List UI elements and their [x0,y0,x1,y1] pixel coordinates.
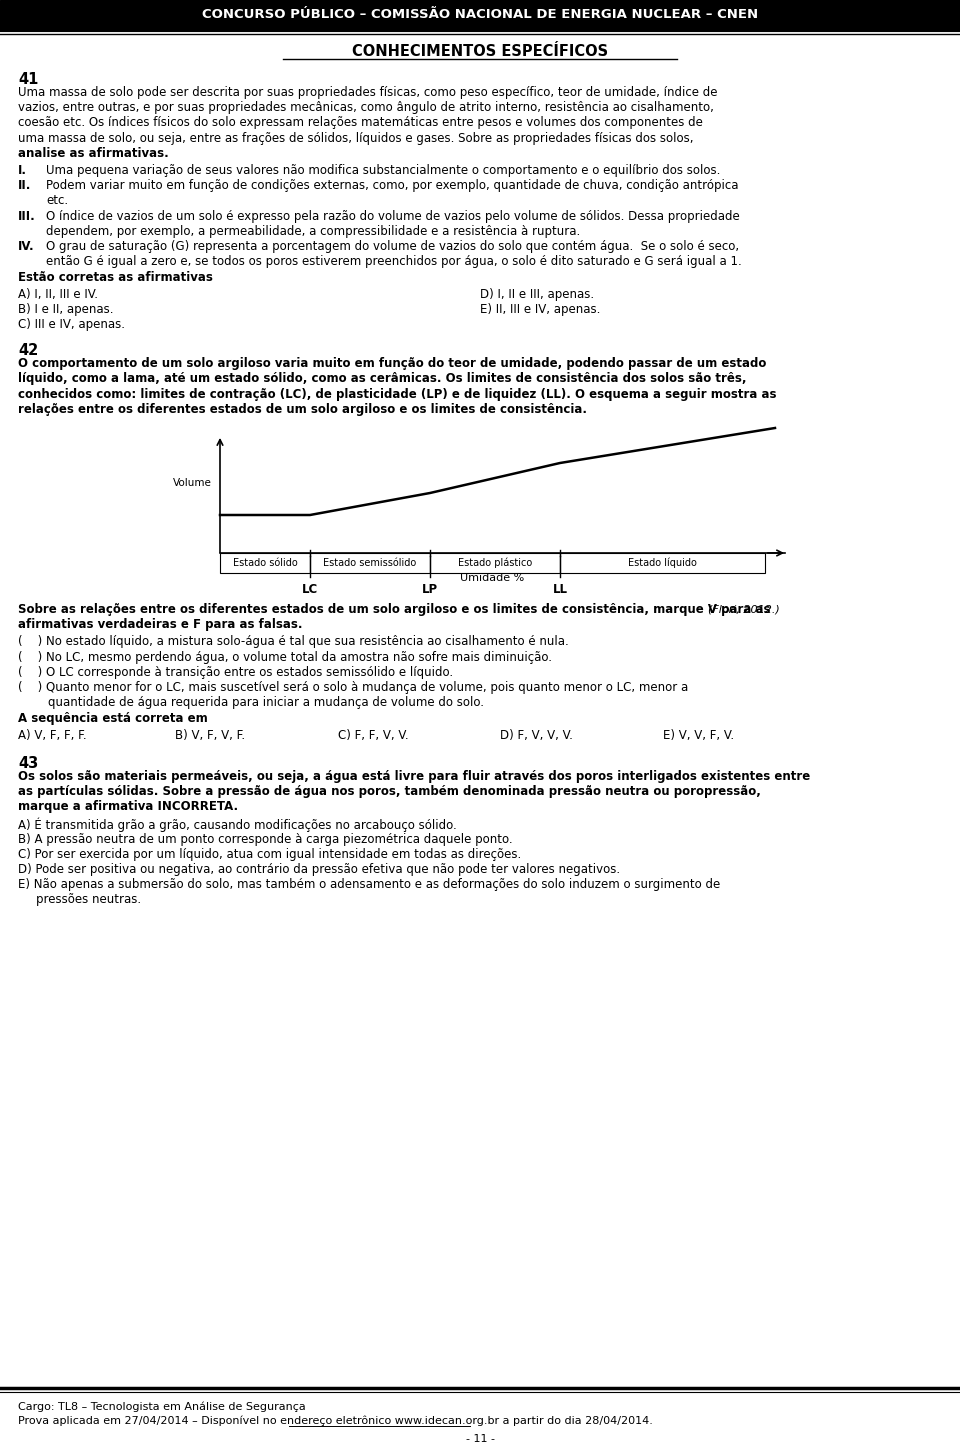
Text: 42: 42 [18,343,38,359]
Bar [430,553,560,573]
Text: analise as afirmativas.: analise as afirmativas. [18,146,169,159]
Text: Prova aplicada em 27/04/2014 – Disponível no endereço eletrônico www.idecan.org.: Prova aplicada em 27/04/2014 – Disponíve… [18,1417,653,1427]
Text: Sobre as relações entre os diferentes estados de um solo argiloso e os limites d: Sobre as relações entre os diferentes es… [18,603,771,616]
Text: (    ) No estado líquido, a mistura solo-água é tal que sua resistência ao cisal: ( ) No estado líquido, a mistura solo-ág… [18,635,568,648]
Text: uma massa de solo, ou seja, entre as frações de sólidos, líquidos e gases. Sobre: uma massa de solo, ou seja, entre as fra… [18,132,693,145]
Text: (    ) No LC, mesmo perdendo água, o volume total da amostra não sofre mais dimi: ( ) No LC, mesmo perdendo água, o volume… [18,651,552,664]
Text: Uma massa de solo pode ser descrita por suas propriedades físicas, como peso esp: Uma massa de solo pode ser descrita por … [18,85,717,98]
Text: etc.: etc. [46,194,68,207]
Text: Estão corretas as afirmativas: Estão corretas as afirmativas [18,272,213,285]
Text: pressões neutras.: pressões neutras. [36,893,141,906]
Text: E) II, III e IV, apenas.: E) II, III e IV, apenas. [480,302,600,315]
Text: LL: LL [553,583,567,596]
Text: II.: II. [18,179,32,192]
Text: I.: I. [18,164,27,177]
Text: Cargo: TL8 – Tecnologista em Análise de Segurança: Cargo: TL8 – Tecnologista em Análise de … [18,1402,305,1412]
Bar [310,553,430,573]
Text: Umidade %: Umidade % [461,573,524,583]
Text: A) V, F, F, F.: A) V, F, F, F. [18,729,86,742]
Text: relações entre os diferentes estados de um solo argiloso e os limites de consist: relações entre os diferentes estados de … [18,402,587,415]
Text: Estado líquido: Estado líquido [628,557,697,569]
Text: (Flori, 2012.): (Flori, 2012.) [708,605,780,615]
Text: dependem, por exemplo, a permeabilidade, a compressibilidade e a resistência à r: dependem, por exemplo, a permeabilidade,… [46,224,580,237]
Text: A sequência está correta em: A sequência está correta em [18,712,207,725]
Text: A) É transmitida grão a grão, causando modificações no arcabouço sólido.: A) É transmitida grão a grão, causando m… [18,818,457,832]
Text: marque a afirmativa INCORRETA.: marque a afirmativa INCORRETA. [18,800,238,813]
Text: então G é igual a zero e, se todos os poros estiverem preenchidos por água, o so: então G é igual a zero e, se todos os po… [46,255,742,268]
Text: Volume: Volume [173,478,212,488]
Text: III.: III. [18,210,36,223]
Text: C) Por ser exercida por um líquido, atua com igual intensidade em todas as direç: C) Por ser exercida por um líquido, atua… [18,848,521,861]
Text: E) Não apenas a submersão do solo, mas também o adensamento e as deformações do : E) Não apenas a submersão do solo, mas t… [18,878,720,891]
Text: Estado plástico: Estado plástico [458,557,532,569]
Text: CONHECIMENTOS ESPECÍFICOS: CONHECIMENTOS ESPECÍFICOS [352,45,608,59]
Text: 41: 41 [18,72,38,87]
Text: D) F, V, V, V.: D) F, V, V, V. [500,729,573,742]
Text: IV.: IV. [18,240,35,253]
Text: vazios, entre outras, e por suas propriedades mecânicas, como ângulo de atrito i: vazios, entre outras, e por suas proprie… [18,101,714,114]
Text: C) III e IV, apenas.: C) III e IV, apenas. [18,318,125,331]
Text: LC: LC [301,583,318,596]
Text: 43: 43 [18,755,38,771]
Text: Uma pequena variação de seus valores não modifica substancialmente o comportamen: Uma pequena variação de seus valores não… [46,164,720,177]
Text: Estado semissólido: Estado semissólido [324,559,417,569]
Text: B) A pressão neutra de um ponto corresponde à carga piezométrica daquele ponto.: B) A pressão neutra de um ponto correspo… [18,832,513,845]
Text: (    ) O LC corresponde à transição entre os estados semissólido e líquido.: ( ) O LC corresponde à transição entre o… [18,666,453,679]
Text: A) I, II, III e IV.: A) I, II, III e IV. [18,288,98,301]
Text: O grau de saturação (G) representa a porcentagem do volume de vazios do solo que: O grau de saturação (G) representa a por… [46,240,739,253]
Text: E) V, V, F, V.: E) V, V, F, V. [663,729,734,742]
Text: conhecidos como: limites de contração (LC), de plasticidade (LP) e de liquidez (: conhecidos como: limites de contração (L… [18,388,777,401]
Text: O índice de vazios de um solo é expresso pela razão do volume de vazios pelo vol: O índice de vazios de um solo é expresso… [46,210,740,223]
Text: Os solos são materiais permeáveis, ou seja, a água está livre para fluir através: Os solos são materiais permeáveis, ou se… [18,770,810,783]
Text: B) V, F, V, F.: B) V, F, V, F. [175,729,245,742]
Text: quantidade de água requerida para iniciar a mudança de volume do solo.: quantidade de água requerida para inicia… [48,696,484,709]
Bar [560,553,765,573]
Text: CONCURSO PÚBLICO – COMISSÃO NACIONAL DE ENERGIA NUCLEAR – CNEN: CONCURSO PÚBLICO – COMISSÃO NACIONAL DE … [202,7,758,20]
Text: D) Pode ser positiva ou negativa, ao contrário da pressão efetiva que não pode t: D) Pode ser positiva ou negativa, ao con… [18,862,620,875]
Text: as partículas sólidas. Sobre a pressão de água nos poros, também denominada pres: as partículas sólidas. Sobre a pressão d… [18,786,761,797]
Text: B) I e II, apenas.: B) I e II, apenas. [18,302,113,315]
Text: O comportamento de um solo argiloso varia muito em função do teor de umidade, po: O comportamento de um solo argiloso vari… [18,357,766,370]
Text: afirmativas verdadeiras e F para as falsas.: afirmativas verdadeiras e F para as fals… [18,618,302,631]
Text: D) I, II e III, apenas.: D) I, II e III, apenas. [480,288,594,301]
Text: C) F, F, V, V.: C) F, F, V, V. [338,729,409,742]
Text: (    ) Quanto menor for o LC, mais suscetível será o solo à mudança de volume, p: ( ) Quanto menor for o LC, mais suscetív… [18,682,688,695]
Text: Estado sólido: Estado sólido [232,559,298,569]
Text: LP: LP [422,583,438,596]
Text: - 11 -: - 11 - [466,1434,494,1444]
Bar [220,553,310,573]
Bar [0,0,960,27]
Text: coesão etc. Os índices físicos do solo expressam relações matemáticas entre peso: coesão etc. Os índices físicos do solo e… [18,116,703,129]
Text: líquido, como a lama, até um estado sólido, como as cerâmicas. Os limites de con: líquido, como a lama, até um estado sóli… [18,372,747,385]
Text: Podem variar muito em função de condições externas, como, por exemplo, quantidad: Podem variar muito em função de condiçõe… [46,179,738,192]
